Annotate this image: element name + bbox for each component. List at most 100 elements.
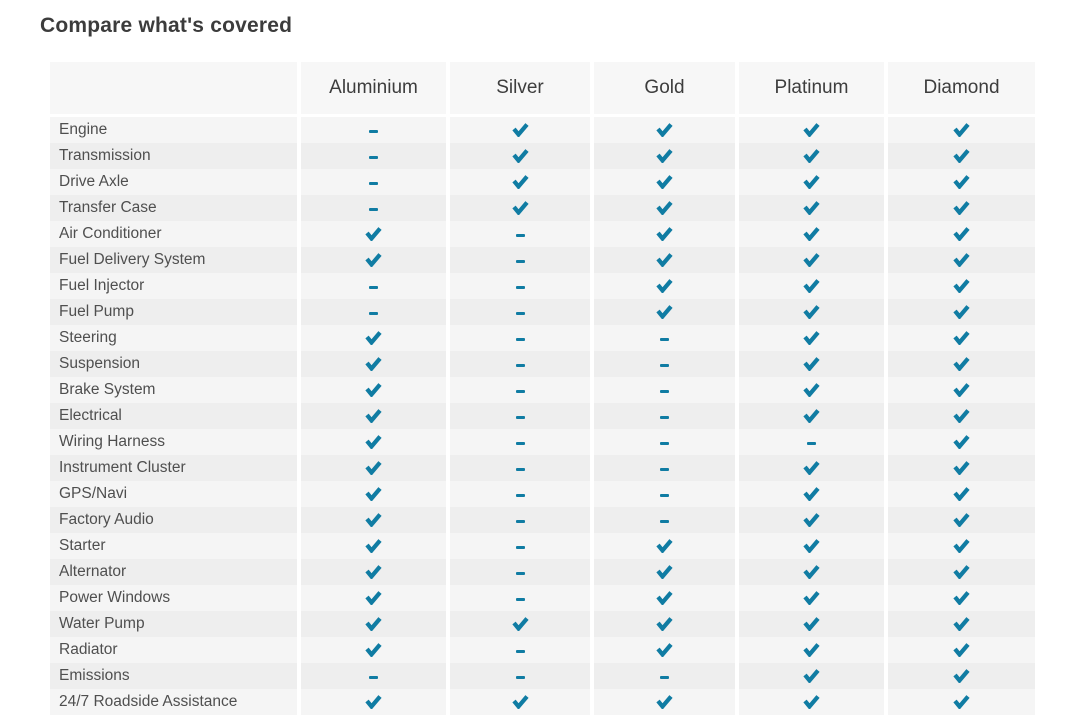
coverage-cell-platinum xyxy=(739,585,884,611)
coverage-cell-platinum xyxy=(739,143,884,169)
coverage-cell-diamond xyxy=(888,585,1035,611)
coverage-cell-diamond xyxy=(888,455,1035,481)
check-icon xyxy=(803,695,820,709)
coverage-cell-platinum xyxy=(739,247,884,273)
check-icon xyxy=(656,201,673,215)
check-icon xyxy=(803,149,820,163)
coverage-cell-gold xyxy=(594,221,735,247)
check-icon xyxy=(953,669,970,683)
check-icon xyxy=(656,305,673,319)
check-icon xyxy=(953,695,970,709)
check-icon xyxy=(953,461,970,475)
coverage-cell-diamond xyxy=(888,611,1035,637)
dash-icon xyxy=(515,312,525,315)
coverage-cell-silver xyxy=(450,481,590,507)
coverage-cell-gold xyxy=(594,143,735,169)
coverage-cell-platinum xyxy=(739,377,884,403)
table-row: Engine xyxy=(50,117,1035,143)
table-row: GPS/Navi xyxy=(50,481,1035,507)
coverage-cell-gold xyxy=(594,429,735,455)
check-icon xyxy=(511,149,529,163)
check-icon xyxy=(656,253,673,267)
dash-icon xyxy=(515,572,525,575)
coverage-cell-aluminium xyxy=(301,273,446,299)
coverage-cell-silver xyxy=(450,247,590,273)
dash-icon xyxy=(660,520,669,523)
check-icon xyxy=(656,539,673,553)
check-icon xyxy=(656,695,673,709)
coverage-cell-aluminium xyxy=(301,611,446,637)
coverage-cell-platinum xyxy=(739,351,884,377)
coverage-cell-silver xyxy=(450,169,590,195)
dash-icon xyxy=(369,286,378,289)
dash-icon xyxy=(660,390,669,393)
dash-icon xyxy=(515,364,525,367)
coverage-cell-gold xyxy=(594,273,735,299)
coverage-cell-diamond xyxy=(888,507,1035,533)
coverage-cell-platinum xyxy=(739,403,884,429)
coverage-cell-aluminium xyxy=(301,221,446,247)
dash-icon xyxy=(515,494,525,497)
row-label: Transfer Case xyxy=(50,195,297,221)
row-label: Brake System xyxy=(50,377,297,403)
check-icon xyxy=(953,435,970,449)
coverage-cell-silver xyxy=(450,273,590,299)
check-icon xyxy=(365,513,382,527)
check-icon xyxy=(803,253,820,267)
dash-icon xyxy=(369,208,378,211)
table-row: Fuel Pump xyxy=(50,299,1035,325)
check-icon xyxy=(953,409,970,423)
check-icon xyxy=(656,591,673,605)
check-icon xyxy=(953,487,970,501)
check-icon xyxy=(803,357,820,371)
check-icon xyxy=(365,565,382,579)
coverage-cell-platinum xyxy=(739,169,884,195)
dash-icon xyxy=(660,494,669,497)
coverage-cell-diamond xyxy=(888,169,1035,195)
coverage-cell-silver xyxy=(450,143,590,169)
coverage-cell-gold xyxy=(594,481,735,507)
table-row: Radiator xyxy=(50,637,1035,663)
check-icon xyxy=(803,227,820,241)
header-cell-aluminium: Aluminium xyxy=(301,62,446,114)
check-icon xyxy=(953,513,970,527)
coverage-cell-aluminium xyxy=(301,325,446,351)
table-body: Engine Transmission Drive Axle Transfer Cas… xyxy=(50,117,1035,715)
coverage-cell-platinum xyxy=(739,325,884,351)
row-label: Transmission xyxy=(50,143,297,169)
coverage-cell-aluminium xyxy=(301,351,446,377)
dash-icon xyxy=(515,468,525,471)
dash-icon xyxy=(807,442,816,445)
header-cell-silver: Silver xyxy=(450,62,590,114)
coverage-cell-silver xyxy=(450,611,590,637)
coverage-cell-aluminium xyxy=(301,507,446,533)
check-icon xyxy=(365,331,382,345)
coverage-cell-diamond xyxy=(888,663,1035,689)
check-icon xyxy=(803,279,820,293)
coverage-cell-aluminium xyxy=(301,377,446,403)
row-label: GPS/Navi xyxy=(50,481,297,507)
check-icon xyxy=(803,201,820,215)
check-icon xyxy=(365,591,382,605)
row-label: Starter xyxy=(50,533,297,559)
coverage-cell-gold xyxy=(594,585,735,611)
dash-icon xyxy=(660,468,669,471)
page-title: Compare what's covered xyxy=(40,14,293,37)
coverage-cell-gold xyxy=(594,637,735,663)
coverage-cell-platinum xyxy=(739,637,884,663)
check-icon xyxy=(365,409,382,423)
coverage-cell-silver xyxy=(450,221,590,247)
dash-icon xyxy=(369,676,378,679)
check-icon xyxy=(953,227,970,241)
dash-icon xyxy=(369,156,378,159)
check-icon xyxy=(365,643,382,657)
dash-icon xyxy=(660,416,669,419)
dash-icon xyxy=(660,676,669,679)
check-icon xyxy=(953,331,970,345)
coverage-cell-silver xyxy=(450,533,590,559)
row-label: Instrument Cluster xyxy=(50,455,297,481)
check-icon xyxy=(803,513,820,527)
check-icon xyxy=(803,539,820,553)
check-icon xyxy=(953,617,970,631)
